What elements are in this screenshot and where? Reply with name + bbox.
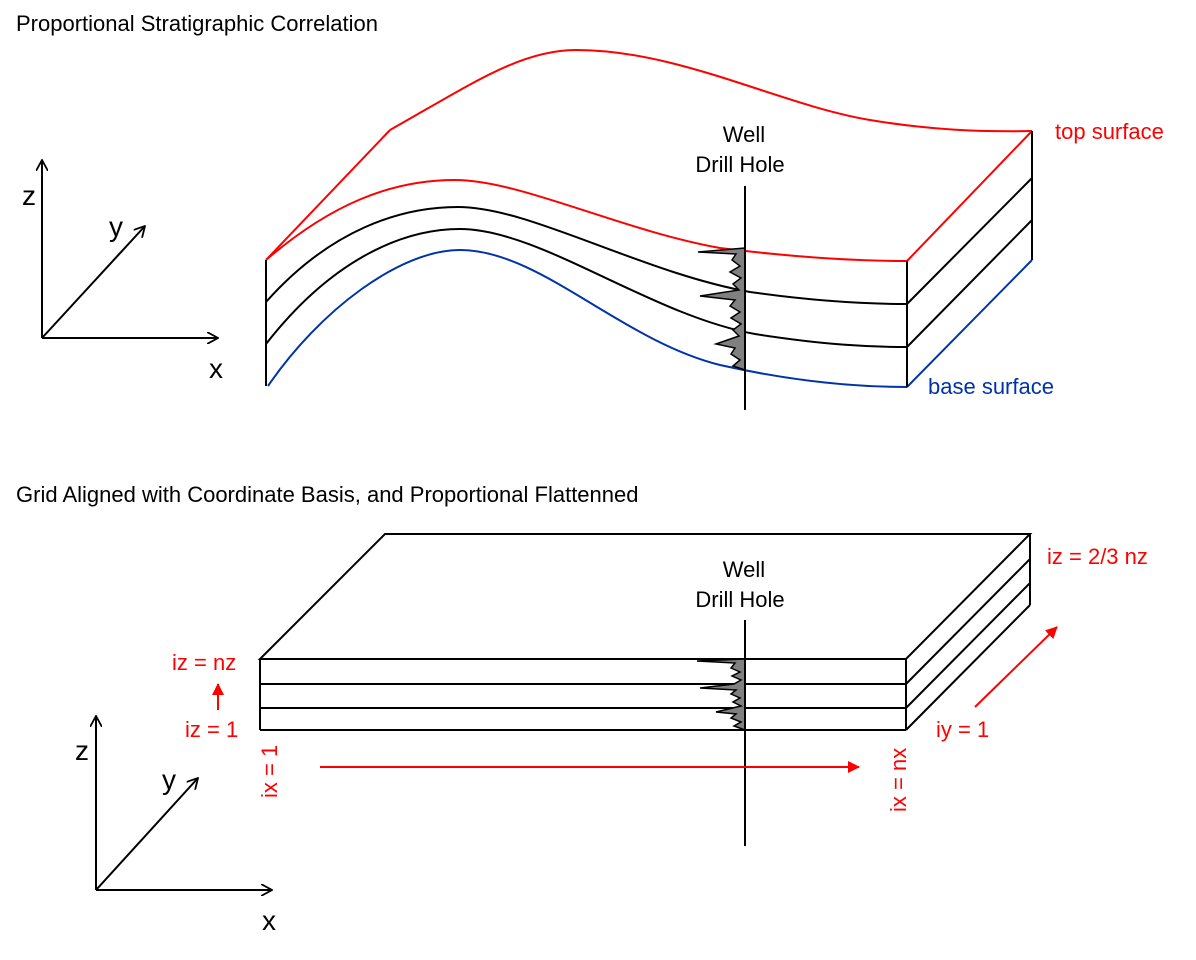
base-surface-front-edge — [267, 248, 908, 388]
top-axis-x-label: x — [209, 353, 223, 384]
grid-layer-1-right — [905, 558, 1031, 685]
top-axes: z y x — [22, 160, 223, 384]
grid-layer-2-right — [905, 582, 1031, 709]
iz-1-label: iz = 1 — [185, 717, 238, 742]
bottom-axis-z-label: z — [75, 735, 89, 766]
top-surface-back-edge — [389, 48, 1033, 133]
top-surface-front-edge — [265, 178, 908, 262]
iz-nz-label: iz = nz — [172, 650, 236, 675]
iy-1-label: iy = 1 — [936, 717, 989, 742]
iz-two-thirds-label: iz = 2/3 nz — [1047, 544, 1148, 569]
bottom-well-label-line2: Drill Hole — [695, 587, 784, 612]
ix-1-label: ix = 1 — [257, 745, 282, 798]
top-axis-z-label: z — [22, 180, 36, 211]
top-well-log-trace — [697, 247, 746, 372]
layer-2-front-edge — [265, 227, 908, 348]
layer-1-right-edge — [906, 177, 1033, 305]
bottom-axis-x-label: x — [262, 905, 276, 936]
bottom-axis-y-label: y — [162, 764, 176, 795]
top-axis-y-label: y — [109, 211, 123, 242]
bottom-panel: Grid Aligned with Coordinate Basis, and … — [16, 482, 1148, 936]
grid-base-right — [905, 604, 1031, 731]
ix-nx-label: ix = nx — [886, 748, 911, 812]
top-panel: Proportional Stratigraphic Correlation z… — [16, 11, 1164, 410]
top-surface-right-edge — [906, 130, 1033, 262]
layer-1-front-edge — [265, 205, 908, 305]
grid-top-face — [257, 533, 1033, 660]
layer-2-right-edge — [906, 219, 1033, 348]
top-surface-label: top surface — [1055, 119, 1164, 144]
bottom-well-log-trace — [696, 658, 746, 732]
top-panel-title: Proportional Stratigraphic Correlation — [16, 11, 378, 36]
bottom-axes: z y x — [75, 716, 276, 936]
bottom-panel-title: Grid Aligned with Coordinate Basis, and … — [16, 482, 638, 507]
bottom-well-label-line1: Well — [723, 557, 765, 582]
top-well-label-line2: Drill Hole — [695, 152, 784, 177]
top-y-axis — [41, 226, 145, 339]
base-surface-right-edge — [906, 259, 1033, 388]
bottom-y-axis — [95, 778, 198, 891]
top-surface-left-edge — [265, 129, 391, 261]
top-well-label-line1: Well — [723, 122, 765, 147]
base-surface-label: base surface — [928, 374, 1054, 399]
iy-arrow — [974, 626, 1058, 708]
